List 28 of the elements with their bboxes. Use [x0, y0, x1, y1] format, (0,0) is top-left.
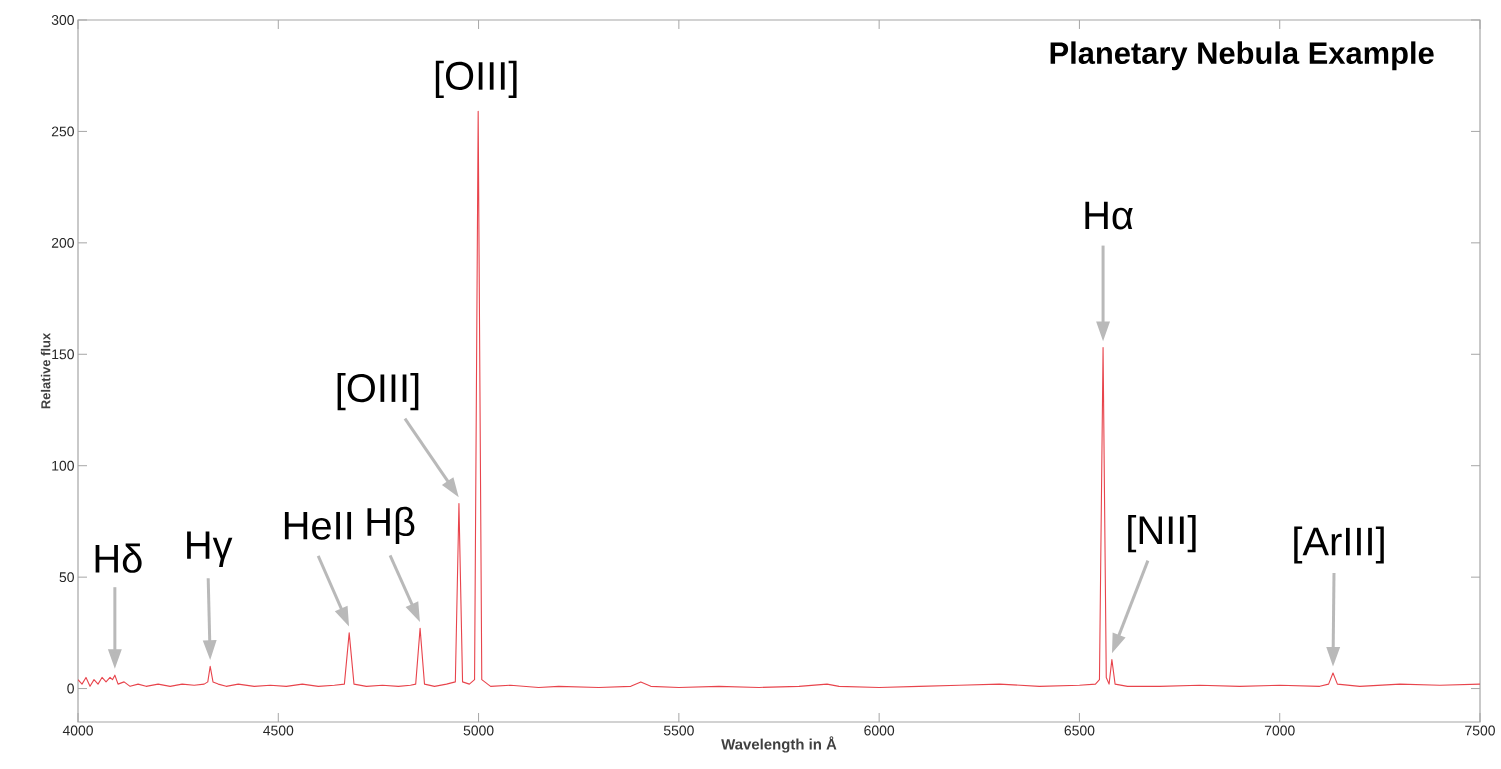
annotation: [OIII]: [435, 60, 517, 98]
text: Planetary Nebula Example: [1050, 41, 1434, 71]
x-tick-label: 7500: [1465, 725, 1495, 736]
annotation: [OIII]: [337, 373, 419, 411]
y-tick-label: 300: [51, 15, 74, 25]
annotation: Hα: [1085, 201, 1133, 230]
annotation: Hγ: [187, 531, 233, 568]
annotation: Hβ: [367, 506, 415, 544]
y-tick-label: 150: [52, 349, 74, 360]
annotation: Hδ: [95, 543, 142, 573]
annotation: HeII: [284, 511, 352, 540]
annotation: [NII]: [1128, 515, 1196, 553]
y-tick-label: 50: [59, 572, 74, 583]
y-tick-label: 0: [67, 683, 74, 694]
x-tick-label: 5000: [463, 725, 494, 736]
annotation: [ArIII]: [1294, 526, 1384, 564]
x-tick-label: 6000: [864, 725, 895, 736]
y-tick-label: 200: [51, 237, 74, 248]
x-tick-label: 5500: [663, 725, 694, 736]
x-axis-title: Wavelength in Å: [721, 736, 837, 753]
y-axis-title: Relative flux: [40, 332, 51, 409]
x-tick-label: 4000: [62, 725, 93, 736]
x-tick-label: 6500: [1064, 725, 1095, 736]
x-tick-label: 4500: [263, 725, 294, 736]
x-tick-label: 7000: [1264, 725, 1295, 736]
y-tick-label: 100: [52, 460, 74, 471]
y-tick-label: 250: [51, 126, 74, 137]
line-series: [78, 110, 1480, 689]
